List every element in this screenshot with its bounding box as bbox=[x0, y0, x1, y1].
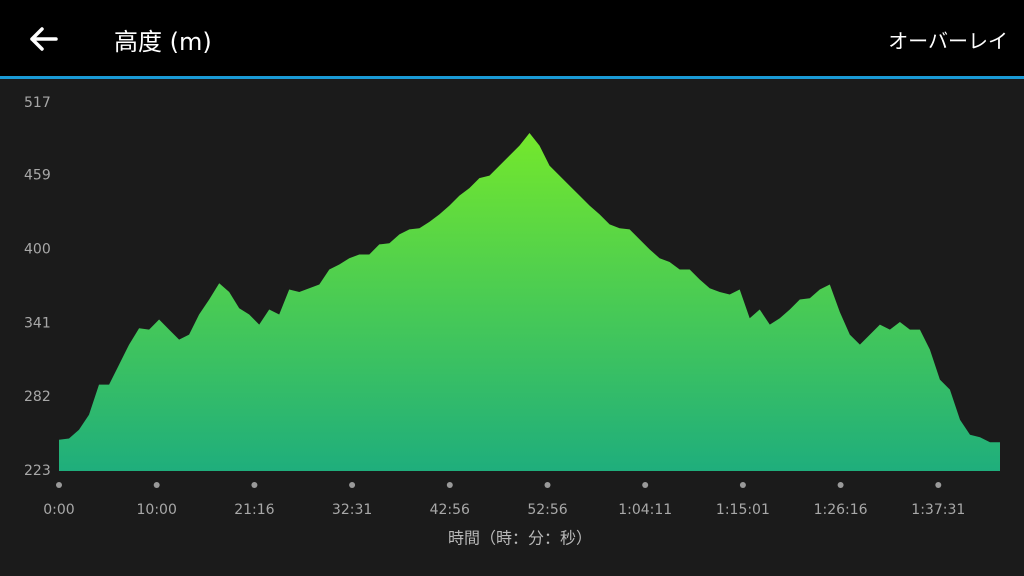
x-tick-dot bbox=[837, 482, 844, 488]
header-divider bbox=[0, 76, 1024, 79]
x-tick-label: 42:56 bbox=[430, 502, 470, 518]
x-tick-dot bbox=[935, 482, 942, 488]
elevation-area bbox=[59, 133, 1000, 471]
x-tick-dot bbox=[56, 482, 62, 488]
x-tick-label: 52:56 bbox=[527, 502, 567, 518]
overlay-button[interactable]: オーバーレイ bbox=[888, 29, 1008, 53]
x-tick-label: 1:26:16 bbox=[814, 502, 868, 518]
screen-title: 高度 (m) bbox=[114, 28, 212, 56]
y-tick-label: 517 bbox=[24, 95, 51, 111]
y-tick-label: 282 bbox=[24, 389, 51, 405]
x-tick-label: 1:15:01 bbox=[716, 502, 770, 518]
x-tick-dot bbox=[153, 482, 160, 488]
x-tick-label: 32:31 bbox=[332, 502, 372, 518]
x-tick-dot bbox=[251, 482, 258, 488]
y-tick-label: 223 bbox=[24, 463, 51, 479]
x-tick-label: 10:00 bbox=[137, 502, 177, 518]
x-tick-dot bbox=[446, 482, 453, 488]
x-axis-title: 時間（時：分：秒） bbox=[448, 529, 592, 548]
x-tick-dot bbox=[739, 482, 746, 488]
y-tick-label: 400 bbox=[24, 241, 51, 257]
x-tick-label: 1:04:11 bbox=[618, 502, 672, 518]
x-tick-label: 21:16 bbox=[234, 502, 274, 518]
x-tick-dot bbox=[642, 482, 649, 488]
elevation-chart: 517 459 400 341 282 223 0:00 10:00 21:16 32:31 42:… bbox=[24, 95, 1000, 548]
header: 高度 (m) オーバーレイ bbox=[0, 0, 1024, 76]
x-tick-dot bbox=[349, 482, 356, 488]
x-tick-label: 1:37:31 bbox=[911, 502, 965, 518]
x-tick-dot bbox=[544, 482, 551, 488]
y-tick-label: 341 bbox=[24, 315, 51, 331]
back-button[interactable] bbox=[28, 24, 60, 54]
x-tick-label: 0:00 bbox=[43, 502, 74, 518]
y-tick-label: 459 bbox=[24, 168, 51, 184]
